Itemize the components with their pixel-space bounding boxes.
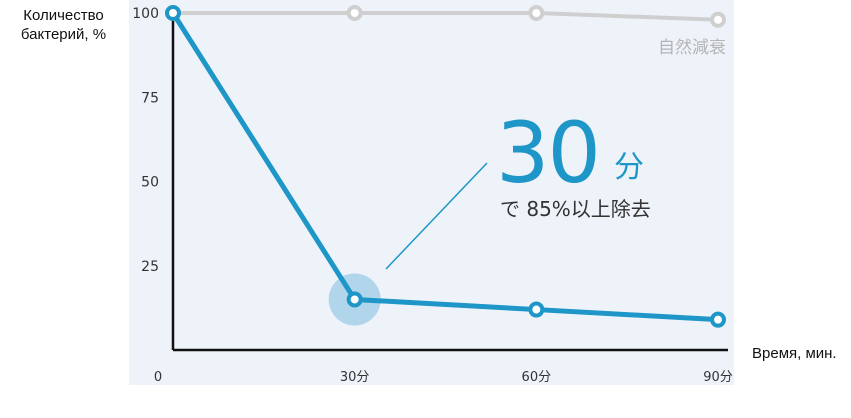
x-tick-label: 30分 [340, 370, 370, 385]
y-axis-label: Количество бактерий, % [20, 7, 107, 43]
data-point [346, 5, 363, 21]
data-point [346, 291, 363, 308]
x-tick-label: 0 [154, 370, 162, 385]
annotation-big-value: 30 [496, 104, 599, 202]
y-tick-label: 75 [141, 90, 159, 106]
series-line [170, 11, 719, 323]
series-line [173, 11, 719, 22]
data-point [710, 311, 726, 328]
y-tick-label: 50 [141, 175, 159, 191]
x-tick-label: 90分 [703, 370, 733, 385]
series-label: 自然減衰 [658, 38, 726, 58]
x-axis-label: Время, мин. [752, 345, 837, 362]
data-point [528, 301, 545, 318]
y-tick-label: 100 [132, 6, 159, 22]
data-point [710, 11, 726, 28]
plot-background [129, 0, 734, 385]
data-point [528, 5, 545, 21]
data-point [165, 5, 181, 21]
annotation-leader-line [385, 162, 488, 270]
annotation-sub-text: で 85%以上除去 [500, 197, 651, 221]
y-tick-label: 25 [141, 259, 159, 275]
x-tick-label: 60分 [522, 370, 552, 385]
annotation-big-unit: 分 [614, 150, 644, 185]
